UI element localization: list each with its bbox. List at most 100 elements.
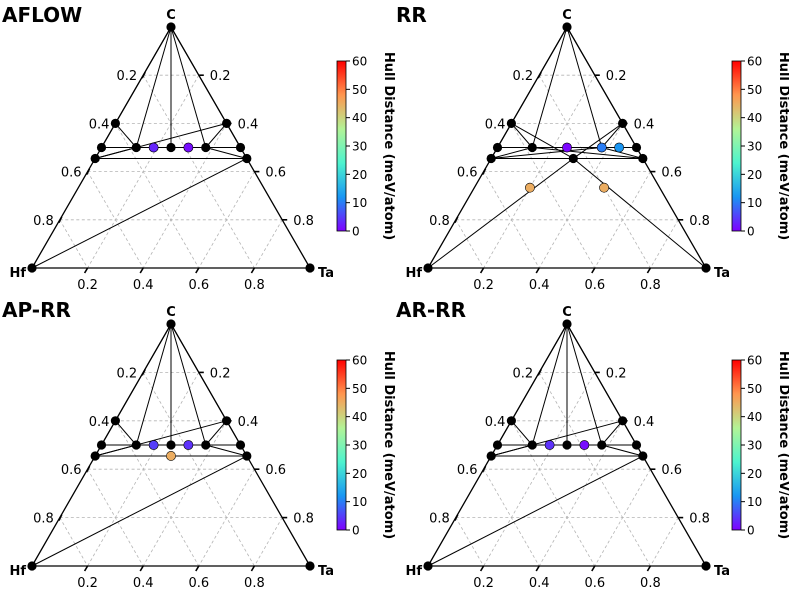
tick-label-bottom: 0.6 — [584, 576, 605, 591]
tick-label-bottom: 0.6 — [188, 576, 209, 591]
tick-label-left: 0.2 — [117, 69, 138, 84]
tick-label-right: 0.6 — [661, 463, 682, 478]
stable-phase-point — [506, 416, 516, 426]
stable-phase-point — [701, 561, 711, 571]
grid-line — [254, 517, 283, 567]
vertex-label-left: Hf — [9, 564, 26, 579]
colorbar-tick-label: 0 — [352, 225, 360, 239]
grid-line — [198, 469, 255, 567]
tick-mark — [535, 565, 540, 572]
tie-line — [491, 147, 602, 159]
tick-mark — [195, 565, 200, 572]
tick-mark — [250, 267, 256, 274]
tick-label-right: 0.6 — [265, 463, 286, 478]
tick-mark — [591, 565, 596, 572]
tick-label-right: 0.2 — [606, 69, 627, 84]
vertex-label-top: C — [562, 305, 572, 320]
tie-line — [566, 323, 603, 446]
colorbar-tick-label: 30 — [352, 140, 367, 154]
colorbar-tick-label: 50 — [747, 83, 762, 97]
tick-label-right: 0.4 — [634, 117, 655, 132]
tick-label-right: 0.2 — [606, 366, 627, 381]
stable-phase-point — [166, 22, 176, 32]
stable-phase-point — [131, 440, 141, 450]
tick-label-left: 0.6 — [457, 463, 478, 478]
ternary-panel-aflow: AFLOW 0.2 0.8 0.2 0.4 0.6 0.4 0.6 0.4 0.6 0.8 0.2 0.… — [2, 3, 396, 293]
stable-phase-point — [166, 440, 176, 450]
panel-title: AP-RR — [2, 298, 71, 322]
tie-line — [531, 323, 568, 446]
stable-phase-point — [423, 561, 433, 571]
tie-line — [511, 122, 574, 159]
stable-phase-point — [701, 263, 711, 273]
stable-phase-point — [96, 142, 107, 153]
stable-phase-point — [638, 153, 648, 164]
tie-line — [532, 147, 643, 159]
ternary-panel-ar-rr: AR-RR 0.2 0.8 0.2 0.4 0.6 0.4 0.6 0.4 0.6 0.8 0.2 0.… — [396, 298, 789, 591]
tie-line — [511, 123, 533, 148]
tie-line — [205, 147, 247, 159]
colorbar-label: Hull Distance (meV/atom) — [776, 52, 789, 240]
colorbar-tick-label: 20 — [352, 168, 367, 182]
tick-label-right: 0.8 — [293, 214, 314, 229]
colorbar-tick-label: 60 — [747, 55, 762, 69]
tick-label-right: 0.2 — [210, 69, 231, 84]
stable-phase-point — [568, 153, 578, 164]
vertex-label-right: Ta — [318, 564, 334, 579]
vertex-label-top: C — [562, 8, 572, 23]
tick-label-bottom: 0.8 — [640, 576, 661, 591]
colorbar-tick-label: 60 — [352, 55, 367, 69]
tie-line — [135, 26, 172, 148]
vertex-label-left: Hf — [405, 266, 422, 281]
stable-phase-point — [492, 142, 503, 153]
tick-label-right: 0.2 — [210, 366, 231, 381]
vertex-label-top: C — [166, 305, 176, 320]
tie-line — [31, 158, 248, 269]
tie-line — [573, 158, 707, 269]
tick-label-left: 0.4 — [485, 117, 506, 132]
tie-line — [491, 147, 533, 159]
grid-line — [483, 469, 540, 567]
tick-mark — [454, 216, 459, 224]
ternary-panel-ap-rr: AP-RR 0.2 0.8 0.2 0.4 0.6 0.4 0.6 0.4 0.6 0.8 0.2 0.… — [2, 298, 396, 591]
grid-line — [59, 517, 88, 567]
tick-label-right: 0.8 — [689, 214, 710, 229]
stable-phase-point — [527, 440, 537, 450]
stable-phase-point — [201, 142, 211, 153]
stable-phase-point — [242, 153, 252, 164]
stable-phase-point — [423, 263, 433, 273]
colorbar-tick-label: 30 — [352, 439, 367, 453]
tie-line — [427, 455, 644, 567]
stable-phase-point — [90, 451, 100, 461]
grid-line — [483, 171, 540, 269]
tick-mark — [141, 71, 146, 79]
grid-line — [650, 219, 679, 269]
stable-phase-point — [597, 440, 607, 450]
stable-phase-point — [562, 319, 572, 329]
tick-mark — [139, 565, 144, 572]
tick-mark — [479, 267, 485, 274]
tick-label-bottom: 0.2 — [77, 278, 98, 293]
colorbar-tick-label: 40 — [747, 410, 762, 424]
tie-line — [601, 420, 623, 446]
colorbar-label: Hull Distance (meV/atom) — [381, 351, 396, 539]
tick-mark — [481, 168, 487, 175]
stable-phase-point — [27, 561, 37, 571]
tick-label-left: 0.4 — [89, 117, 110, 132]
tick-label-left: 0.8 — [429, 214, 450, 229]
unstable-phase-point — [614, 142, 625, 153]
tie-line — [205, 420, 227, 446]
tick-label-bottom: 0.4 — [133, 278, 154, 293]
tick-label-bottom: 0.4 — [529, 278, 550, 293]
panel-title: AFLOW — [2, 3, 82, 27]
tick-label-left: 0.6 — [61, 463, 82, 478]
unstable-phase-point — [148, 440, 159, 450]
tick-mark — [139, 267, 144, 274]
tie-line — [31, 455, 248, 567]
colorbar-label: Hull Distance (meV/atom) — [776, 351, 789, 539]
ternary-panel-rr: RR 0.2 0.8 0.2 0.4 0.6 0.4 0.6 0.4 0.6 0.8 0.2 0.8 C H… — [396, 3, 789, 293]
unstable-phase-point — [525, 182, 535, 193]
stable-phase-point — [201, 440, 211, 450]
tick-mark — [58, 216, 63, 224]
